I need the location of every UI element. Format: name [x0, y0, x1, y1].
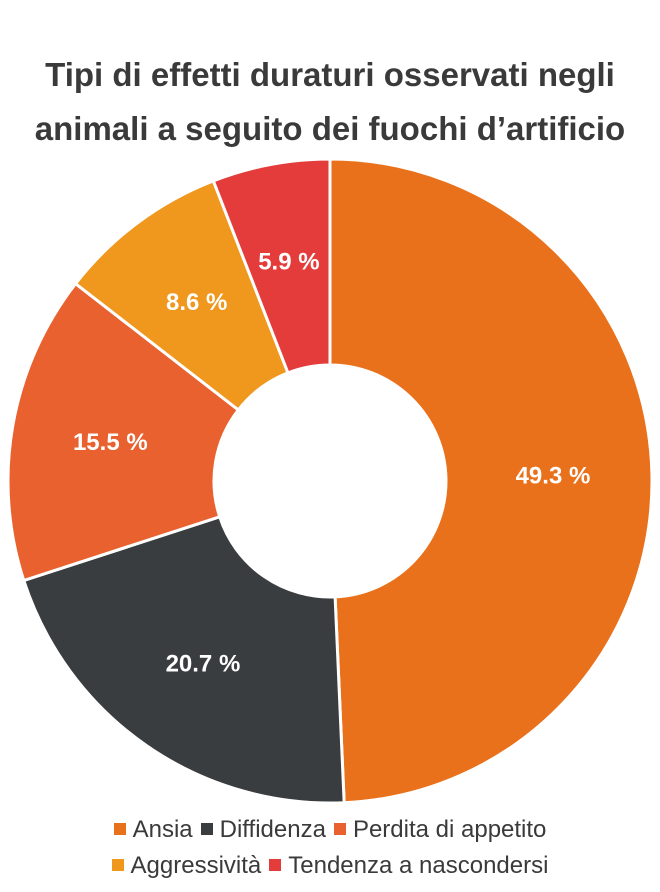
data-label: 49.3 %	[516, 463, 591, 490]
legend-label: Aggressività	[130, 852, 262, 879]
slice-ansia	[328, 157, 654, 805]
legend-swatch	[113, 823, 126, 835]
legend-swatch	[111, 859, 124, 871]
legend-row: Ansia Diffidenza Perdita di appetito	[0, 812, 660, 848]
legend-label: Tendenza a nascondersi	[288, 852, 549, 879]
legend-label: Perdita di appetito	[352, 816, 547, 843]
data-label: 8.6 %	[166, 289, 227, 316]
slice-diffidenza	[21, 514, 346, 805]
legend-label: Diffidenza	[219, 816, 326, 843]
legend-item: Diffidenza	[200, 812, 326, 848]
data-label: 15.5 %	[73, 429, 148, 456]
data-label: 5.9 %	[258, 248, 319, 275]
legend-label: Ansia	[132, 816, 193, 843]
legend-row: Aggressività Tendenza a nascondersi	[0, 848, 660, 884]
data-label: 20.7 %	[166, 651, 241, 678]
legend-item: Tendenza a nascondersi	[269, 848, 548, 884]
donut-slices	[6, 157, 654, 805]
chart-title-line-2: animali a seguito dei fuochi d’artificio	[34, 110, 626, 147]
legend-item: Aggressività	[111, 848, 262, 884]
slice-perdita-di-appetito	[6, 281, 241, 583]
slice-tendenza-a-nascondersi	[211, 157, 332, 375]
chart-title-line-1: Tipi di effetti duraturi osservati negli	[45, 56, 615, 93]
legend-swatch	[333, 823, 346, 835]
donut-labels: 49.3 % 20.7 % 15.5 % 8.6 % 5.9 %	[73, 248, 590, 677]
legend-swatch	[200, 823, 213, 835]
chart-title: Tipi di effetti duraturi osservati negli…	[0, 48, 660, 156]
legend: Ansia Diffidenza Perdita di appetito Aggre…	[0, 812, 660, 884]
legend-swatch	[269, 859, 282, 871]
legend-item: Perdita di appetito	[333, 812, 547, 848]
legend-item: Ansia	[113, 812, 193, 848]
